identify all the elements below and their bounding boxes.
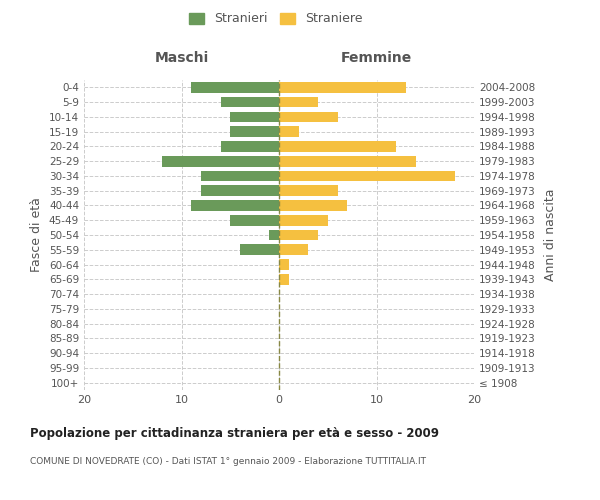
Text: Femmine: Femmine [341, 51, 412, 65]
Bar [279, 230, 318, 240]
Bar [279, 156, 415, 166]
Bar [230, 126, 279, 137]
Bar [279, 215, 328, 226]
Bar [230, 215, 279, 226]
Bar [279, 186, 337, 196]
Bar [279, 274, 289, 284]
Bar [279, 259, 289, 270]
Bar [279, 112, 337, 122]
Bar [221, 141, 279, 152]
Y-axis label: Anni di nascita: Anni di nascita [544, 188, 557, 281]
Bar [191, 200, 279, 211]
Bar [279, 82, 406, 92]
Bar [279, 170, 455, 181]
Bar [162, 156, 279, 166]
Bar [269, 230, 279, 240]
Bar [201, 170, 279, 181]
Bar [240, 244, 279, 255]
Bar [279, 97, 318, 108]
Bar [230, 112, 279, 122]
Bar [279, 126, 299, 137]
Bar [191, 82, 279, 92]
Text: COMUNE DI NOVEDRATE (CO) - Dati ISTAT 1° gennaio 2009 - Elaborazione TUTTITALIA.: COMUNE DI NOVEDRATE (CO) - Dati ISTAT 1°… [30, 458, 426, 466]
Bar [221, 97, 279, 108]
Bar [279, 244, 308, 255]
Y-axis label: Fasce di età: Fasce di età [31, 198, 43, 272]
Text: Popolazione per cittadinanza straniera per età e sesso - 2009: Popolazione per cittadinanza straniera p… [30, 428, 439, 440]
Bar [279, 141, 396, 152]
Bar [201, 186, 279, 196]
Legend: Stranieri, Straniere: Stranieri, Straniere [185, 8, 367, 29]
Text: Maschi: Maschi [154, 51, 209, 65]
Bar [279, 200, 347, 211]
